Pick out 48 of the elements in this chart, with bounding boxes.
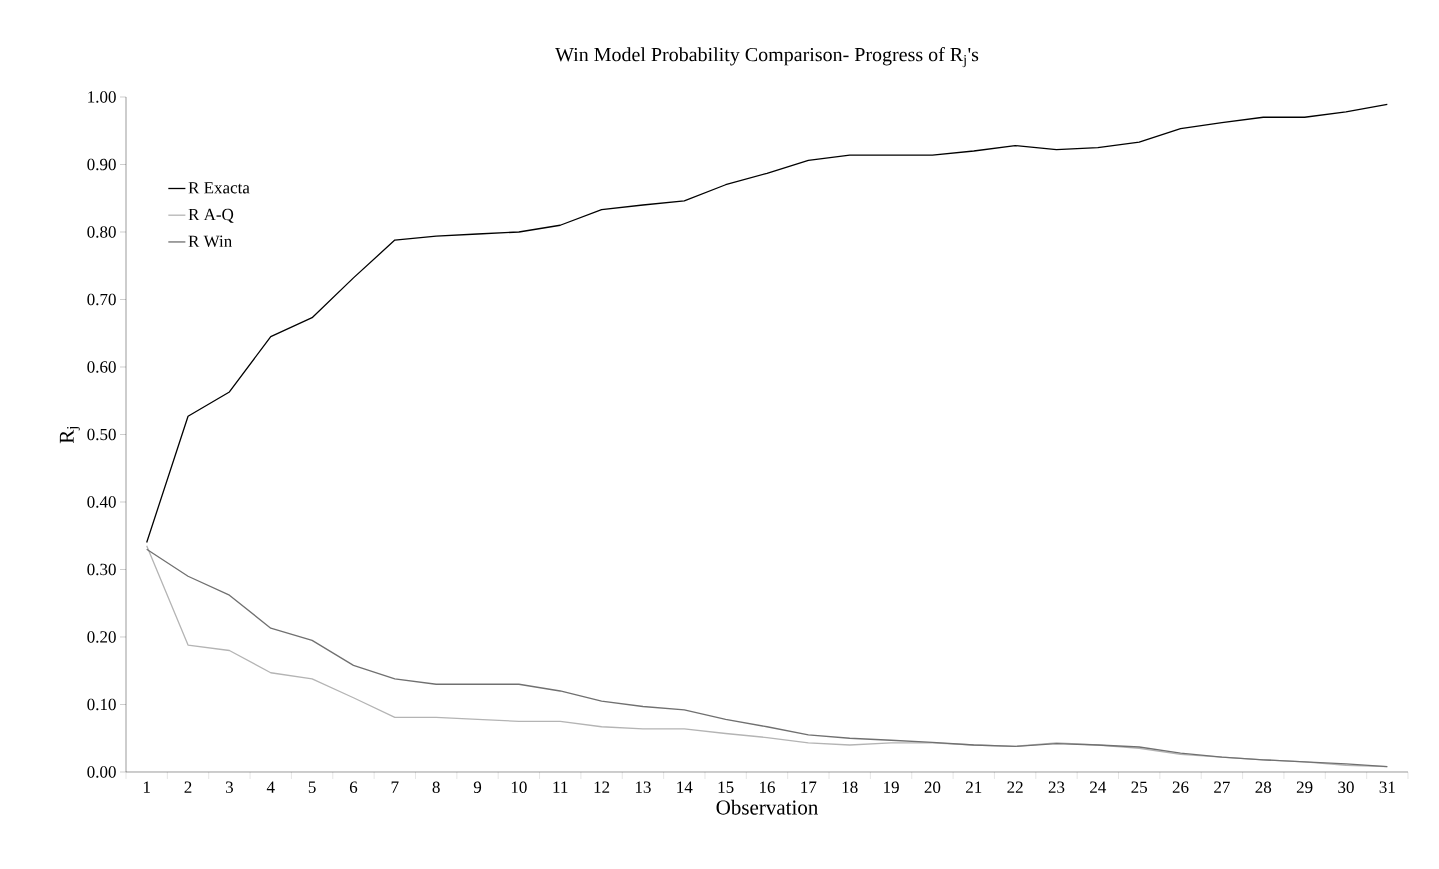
x-tick-label: 7 — [391, 781, 399, 793]
x-tick-label: 15 — [718, 781, 734, 793]
x-tick-label: 25 — [1131, 781, 1148, 793]
y-tick-label: 1.00 — [88, 91, 116, 103]
x-axis-title: Observation — [716, 799, 819, 815]
x-tick-label: 23 — [1048, 781, 1065, 793]
y-tick-label: 0.00 — [87, 766, 116, 778]
y-tick-label: 0.90 — [87, 158, 116, 171]
y-tick-label: 0.50 — [87, 428, 116, 441]
legend-label: R Win — [188, 235, 232, 248]
x-tick-label: 29 — [1296, 781, 1313, 793]
x-tick-label: 16 — [759, 781, 775, 793]
x-tick-label: 2 — [184, 781, 192, 793]
x-tick-label: 27 — [1214, 781, 1230, 793]
y-tick-label: 0.30 — [87, 563, 116, 576]
y-tick-label: 0.40 — [87, 496, 116, 508]
y-tick-label: 0.80 — [87, 226, 116, 238]
y-tick-label: 0.60 — [87, 361, 116, 373]
legend-label: R A-Q — [188, 208, 234, 223]
x-tick-label: 1 — [143, 781, 150, 793]
x-tick-label: 28 — [1255, 781, 1272, 793]
x-tick-label: 17 — [801, 781, 817, 793]
x-tick-label: 11 — [553, 781, 568, 793]
x-tick-label: 22 — [1007, 781, 1023, 793]
x-tick-label: 31 — [1379, 781, 1395, 793]
x-tick-label: 5 — [308, 781, 316, 793]
x-tick-label: 26 — [1172, 781, 1189, 793]
x-tick-label: 19 — [884, 781, 899, 793]
x-tick-label: 18 — [842, 781, 858, 793]
y-tick-label: 0.70 — [87, 293, 116, 306]
x-tick-label: 8 — [432, 781, 440, 793]
x-tick-label: 12 — [594, 781, 610, 793]
y-axis-title: R$_{j}$ — [59, 426, 80, 444]
x-tick-label: 10 — [511, 781, 527, 793]
x-tick-label: 30 — [1338, 781, 1354, 793]
x-tick-label: 6 — [349, 781, 358, 793]
x-tick-label: 4 — [266, 781, 275, 793]
x-tick-label: 3 — [225, 781, 233, 793]
legend-label: R Exacta — [188, 182, 250, 194]
x-tick-label: 20 — [924, 781, 941, 793]
chart-title: Win Model Probability Comparison- Progress of R$_{j}$'s — [555, 47, 979, 68]
x-tick-label: 14 — [677, 781, 693, 793]
y-tick-label: 0.10 — [87, 698, 116, 711]
y-tick-label: 0.20 — [87, 631, 116, 643]
x-tick-label: 13 — [635, 781, 651, 793]
x-tick-label: 21 — [966, 781, 982, 793]
x-tick-label: 9 — [473, 781, 482, 793]
x-tick-label: 24 — [1090, 781, 1107, 793]
